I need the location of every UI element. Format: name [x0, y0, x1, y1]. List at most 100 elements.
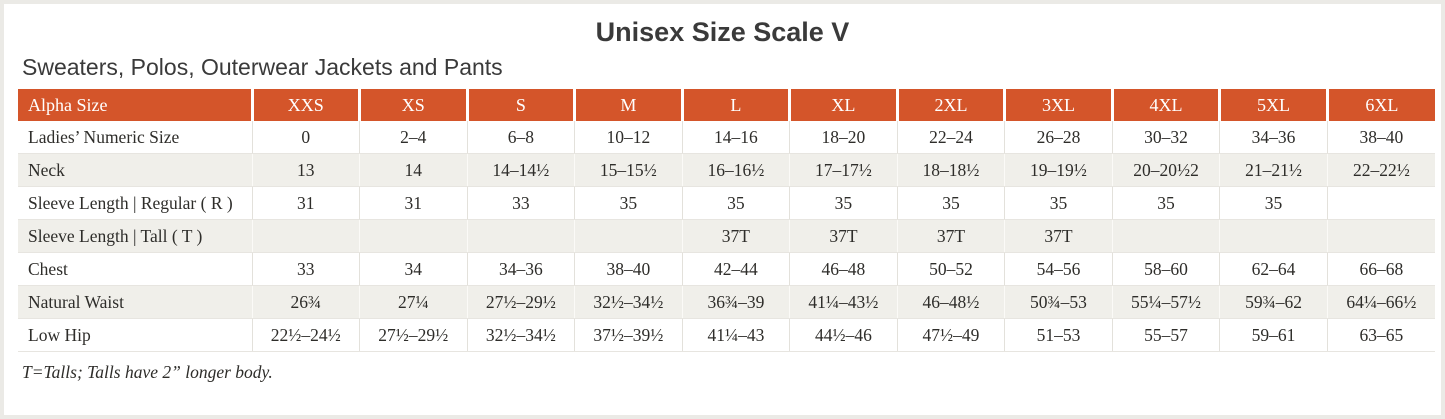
- table-cell: 26¾: [252, 285, 361, 319]
- table-cell: 63–65: [1327, 318, 1435, 352]
- table-cell: 55–57: [1112, 318, 1221, 352]
- row-label: Low Hip: [18, 318, 253, 352]
- column-header: M: [573, 89, 683, 121]
- table-cell: 14–14½: [467, 153, 576, 187]
- table-cell: 38–40: [1327, 121, 1435, 154]
- column-header: XXS: [250, 89, 360, 121]
- table-cell: 38–40: [574, 252, 683, 286]
- table-cell: 19–19½: [1004, 153, 1113, 187]
- table-cell: 18–18½: [897, 153, 1006, 187]
- table-cell: 2–4: [359, 121, 468, 154]
- table-cell: 37T: [789, 219, 898, 253]
- row-label: Natural Waist: [18, 285, 253, 319]
- table-cell: 42–44: [682, 252, 791, 286]
- table-cell: 66–68: [1327, 252, 1435, 286]
- table-cell: [574, 219, 683, 253]
- table-cell: 35: [789, 186, 898, 220]
- table-cell: 32½–34½: [574, 285, 683, 319]
- column-header: 5XL: [1218, 89, 1328, 121]
- table-cell: 35: [1112, 186, 1221, 220]
- column-header: XS: [358, 89, 468, 121]
- table-cell: 30–32: [1112, 121, 1221, 154]
- table-cell: 64¼–66½: [1327, 285, 1435, 319]
- table-header-row: Alpha Size XXS XS S M L XL 2XL 3XL 4XL 5XL 6XL: [18, 89, 1435, 121]
- row-label: Ladies’ Numeric Size: [18, 121, 253, 154]
- table-cell: 26–28: [1004, 121, 1113, 154]
- table-cell: 18–20: [789, 121, 898, 154]
- table-cell: 35: [897, 186, 1006, 220]
- table-cell: 31: [252, 186, 361, 220]
- table-cell: 27½–29½: [359, 318, 468, 352]
- column-header: 2XL: [895, 89, 1005, 121]
- column-header: XL: [788, 89, 898, 121]
- row-label: Sleeve Length | Tall ( T ): [18, 219, 253, 253]
- table-cell: 47½–49: [897, 318, 1006, 352]
- table-row: Sleeve Length | Tall ( T ) 37T 37T 37T 37T: [18, 219, 1435, 253]
- table-cell: 59¾–62: [1219, 285, 1328, 319]
- table-row: Natural Waist 26¾ 27¼ 27½–29½ 32½–34½ 36¾–39 4…: [18, 285, 1435, 319]
- table-cell: 31: [359, 186, 468, 220]
- table-cell: 21–21½: [1219, 153, 1328, 187]
- table-cell: 34: [359, 252, 468, 286]
- row-label: Neck: [18, 153, 253, 187]
- table-cell: 46–48½: [897, 285, 1006, 319]
- table-cell: 33: [467, 186, 576, 220]
- table-row: Neck 13 14 14–14½ 15–15½ 16–16½ 17–17½ 18–18½ 19…: [18, 153, 1435, 187]
- table-cell: [1327, 219, 1435, 253]
- table-cell: 0: [252, 121, 361, 154]
- table-cell: 62–64: [1219, 252, 1328, 286]
- table-body: Ladies’ Numeric Size 0 2–4 6–8 10–12 14–16 18–…: [18, 121, 1435, 352]
- table-cell: [1112, 219, 1221, 253]
- column-header: 4XL: [1110, 89, 1220, 121]
- page-title: Unisex Size Scale V: [595, 17, 850, 47]
- table-cell: [359, 219, 468, 253]
- column-header: 6XL: [1325, 89, 1435, 121]
- table-cell: [1327, 186, 1435, 220]
- table-cell: 44½–46: [789, 318, 898, 352]
- table-cell: [1219, 219, 1328, 253]
- table-cell: 34–36: [1219, 121, 1328, 154]
- table-cell: 22–24: [897, 121, 1006, 154]
- table-cell: 14–16: [682, 121, 791, 154]
- table-cell: [252, 219, 361, 253]
- table-cell: 16–16½: [682, 153, 791, 187]
- table-cell: 37½–39½: [574, 318, 683, 352]
- table-cell: 27½–29½: [467, 285, 576, 319]
- table-row: Sleeve Length | Regular ( R ) 31 31 33 35 35 3…: [18, 186, 1435, 220]
- table-cell: 35: [1219, 186, 1328, 220]
- table-cell: 41¼–43½: [789, 285, 898, 319]
- table-row: Chest 33 34 34–36 38–40 42–44 46–48 50–52 54–56 5…: [18, 252, 1435, 286]
- table-cell: 10–12: [574, 121, 683, 154]
- table-cell: 41¼–43: [682, 318, 791, 352]
- table-cell: 50–52: [897, 252, 1006, 286]
- table-cell: 35: [1004, 186, 1113, 220]
- column-header: 3XL: [1003, 89, 1113, 121]
- column-header-alpha-size: Alpha Size: [18, 89, 252, 121]
- page-subtitle: Sweaters, Polos, Outerwear Jackets and P…: [22, 54, 503, 80]
- table-cell: 33: [252, 252, 361, 286]
- row-label: Chest: [18, 252, 253, 286]
- table-row: Low Hip 22½–24½ 27½–29½ 32½–34½ 37½–39½ 41¼–4…: [18, 318, 1435, 352]
- table-cell: 35: [682, 186, 791, 220]
- column-header: S: [465, 89, 575, 121]
- table-cell: 6–8: [467, 121, 576, 154]
- table-cell: 15–15½: [574, 153, 683, 187]
- column-header: L: [680, 89, 790, 121]
- table-cell: 27¼: [359, 285, 468, 319]
- table-cell: 55¼–57½: [1112, 285, 1221, 319]
- table-cell: 36¾–39: [682, 285, 791, 319]
- table-cell: 50¾–53: [1004, 285, 1113, 319]
- table-cell: 20–20½2: [1112, 153, 1221, 187]
- row-label: Sleeve Length | Regular ( R ): [18, 186, 253, 220]
- table-cell: 37T: [897, 219, 1006, 253]
- table-cell: 58–60: [1112, 252, 1221, 286]
- table-row: Ladies’ Numeric Size 0 2–4 6–8 10–12 14–16 18–…: [18, 121, 1435, 154]
- table-cell: 22–22½: [1327, 153, 1435, 187]
- table-cell: 34–36: [467, 252, 576, 286]
- table-cell: 59–61: [1219, 318, 1328, 352]
- table-cell: 14: [359, 153, 468, 187]
- table-cell: 35: [574, 186, 683, 220]
- table-cell: [467, 219, 576, 253]
- table-cell: 13: [252, 153, 361, 187]
